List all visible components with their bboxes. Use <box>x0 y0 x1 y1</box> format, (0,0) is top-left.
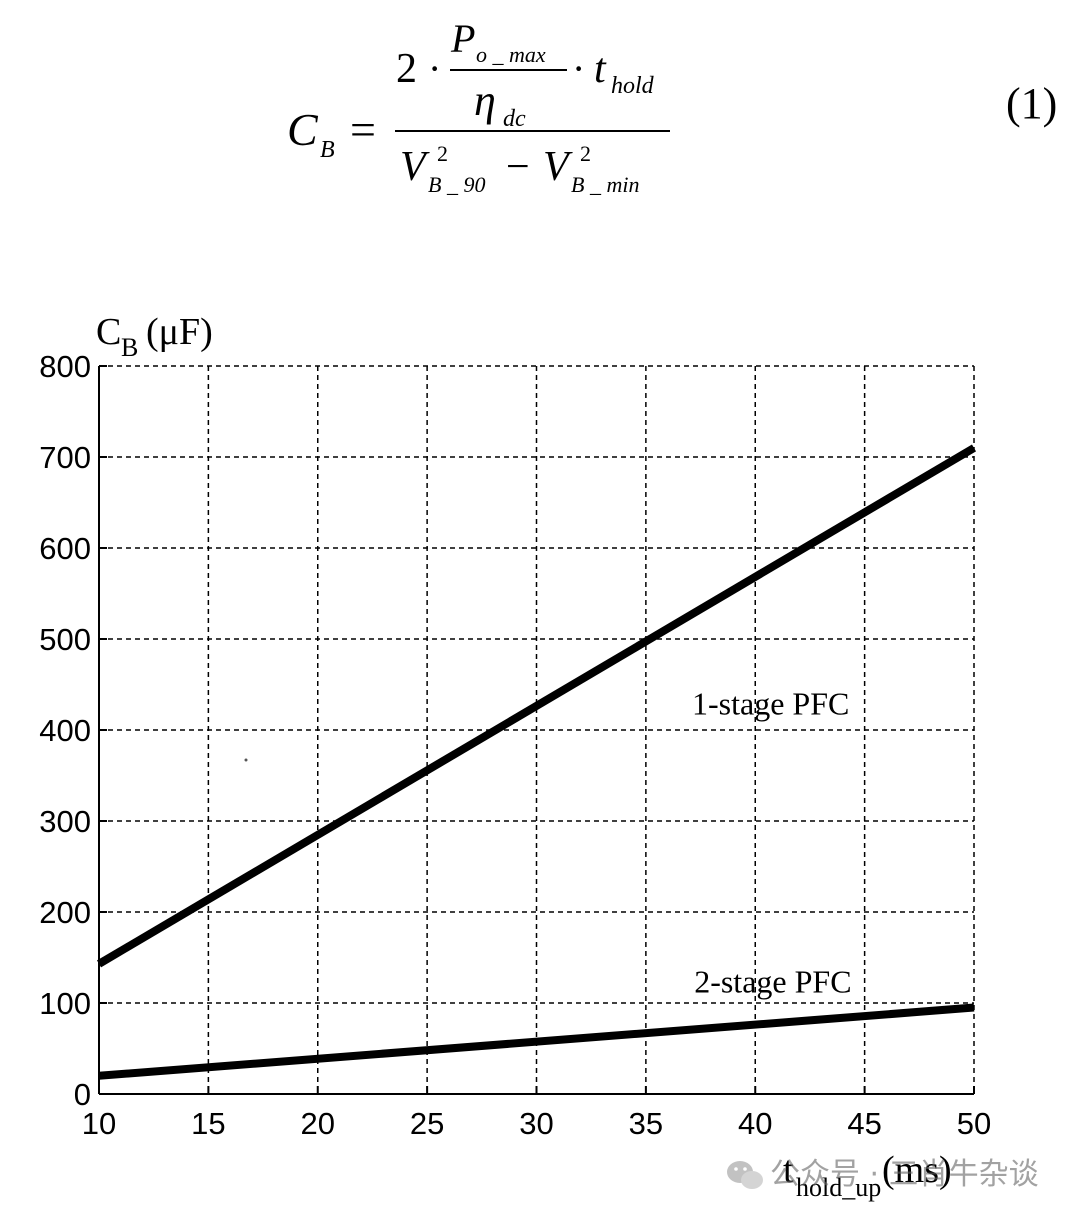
y-axis-label-subscript: B <box>121 333 138 362</box>
y-tick-labels: 0 100 200 300 400 500 600 700 800 <box>39 349 91 1112</box>
x-tick-label: 20 <box>301 1106 335 1141</box>
x-axis-label-subscript: hold_up <box>796 1173 881 1202</box>
equation-power-symbol: P <box>450 16 475 61</box>
grid <box>99 366 974 1094</box>
equation-eta: η <box>474 76 496 125</box>
equation-dot-2: · <box>572 46 585 91</box>
equation-minus: − <box>506 144 530 190</box>
x-tick-label: 40 <box>738 1106 772 1141</box>
x-tick-label: 50 <box>957 1106 991 1141</box>
x-tick-label: 10 <box>82 1106 116 1141</box>
y-tick-label: 400 <box>39 713 91 748</box>
series <box>96 444 977 1080</box>
equation-voltage-symbol-1: V <box>400 144 430 190</box>
plot-frame <box>98 365 975 1095</box>
equation-voltage-superscript-1: 2 <box>437 141 448 166</box>
equation-time-subscript: hold <box>611 73 655 99</box>
y-tick-label: 800 <box>39 349 91 384</box>
x-tick-label: 30 <box>519 1106 553 1141</box>
equation-voltage-subscript-1: B _ 90 <box>428 172 485 197</box>
y-tick-label: 0 <box>74 1077 91 1112</box>
series-label-1: 1-stage PFC <box>692 686 849 722</box>
annotations: 1-stage PFC 2-stage PFC <box>692 686 852 1000</box>
equation: C B = 2 · P o _ max η dc · t hold V 2 B … <box>287 16 1057 197</box>
y-tick-label: 200 <box>39 895 91 930</box>
series-label-2: 2-stage PFC <box>694 963 851 999</box>
line-chart: 10 15 20 25 30 35 40 45 50 0 100 200 300 400 500 600 70… <box>39 311 1039 1202</box>
y-tick-label: 700 <box>39 440 91 475</box>
y-tick-label: 500 <box>39 622 91 657</box>
watermark-text: 公众号 · 三肖牛杂谈 <box>770 1157 1039 1192</box>
x-axis-label-unit: (ms) <box>882 1149 952 1191</box>
x-tick-labels: 10 15 20 25 30 35 40 45 50 <box>82 1106 991 1141</box>
equation-equals: = <box>350 104 376 155</box>
equation-power-subscript: o _ max <box>476 42 546 67</box>
equation-voltage-symbol-2: V <box>543 144 573 190</box>
equation-dot-1: · <box>428 46 441 91</box>
equation-lhs-symbol: C <box>287 104 319 155</box>
equation-eta-subscript: dc <box>503 106 526 132</box>
y-axis-label-main: C <box>96 311 121 353</box>
watermark: 公众号 · 三肖牛杂谈 <box>727 1157 1039 1192</box>
x-tick-label: 35 <box>629 1106 663 1141</box>
equation-number: (1) <box>1006 79 1057 128</box>
equation-voltage-superscript-2: 2 <box>580 141 591 166</box>
equation-lhs-subscript: B <box>320 137 335 163</box>
y-tick-label: 300 <box>39 804 91 839</box>
stray-dot <box>244 758 248 762</box>
equation-time-symbol: t <box>594 46 607 92</box>
y-axis-label-unit: (μF) <box>146 311 213 353</box>
y-tick-label: 600 <box>39 531 91 566</box>
x-axis-label-main: t <box>783 1149 794 1191</box>
x-tick-label: 25 <box>410 1106 444 1141</box>
equation-voltage-subscript-2: B _ min <box>571 172 639 197</box>
wechat-icon <box>727 1161 763 1189</box>
series-line-1 <box>96 444 977 968</box>
series-line-2 <box>98 1003 975 1080</box>
y-tick-label: 100 <box>39 986 91 1021</box>
x-tick-label: 15 <box>191 1106 225 1141</box>
equation-coefficient: 2 <box>396 46 417 92</box>
x-tick-label: 45 <box>847 1106 881 1141</box>
